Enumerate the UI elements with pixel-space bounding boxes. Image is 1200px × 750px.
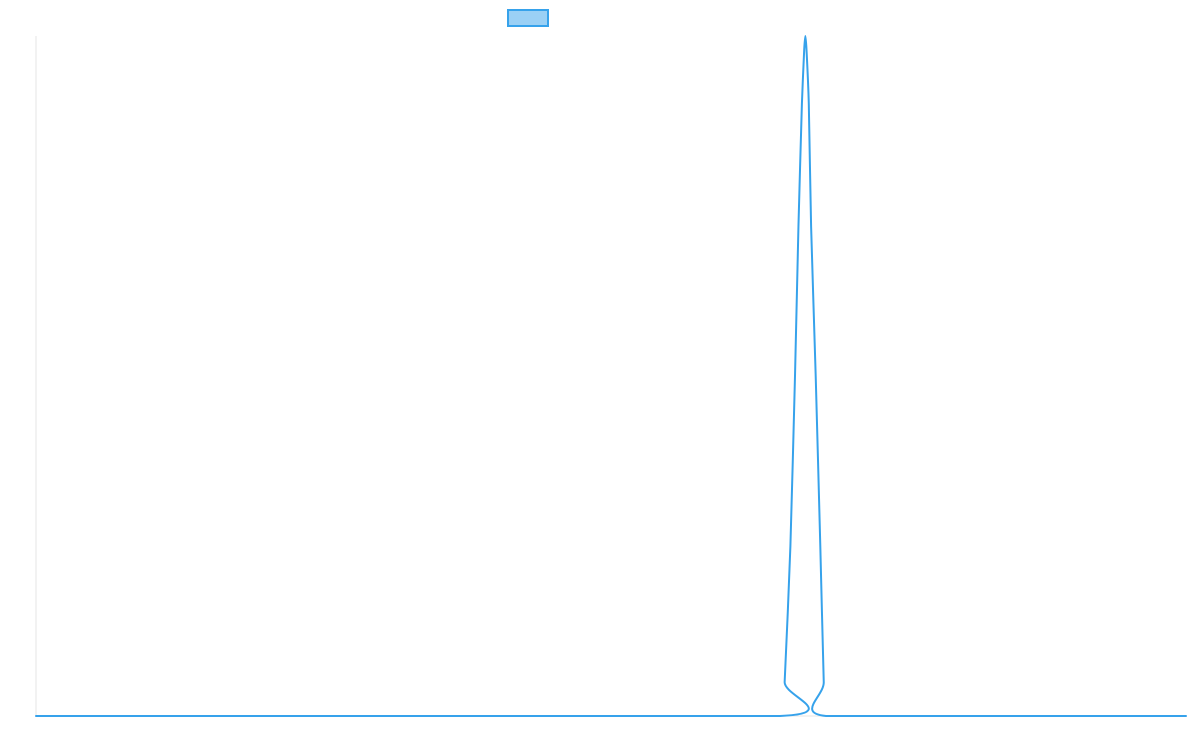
series-layer bbox=[35, 35, 1187, 718]
legend[interactable] bbox=[507, 9, 549, 27]
legend-swatch[interactable] bbox=[507, 9, 549, 27]
axes bbox=[35, 36, 1186, 717]
series-line bbox=[35, 35, 1187, 718]
